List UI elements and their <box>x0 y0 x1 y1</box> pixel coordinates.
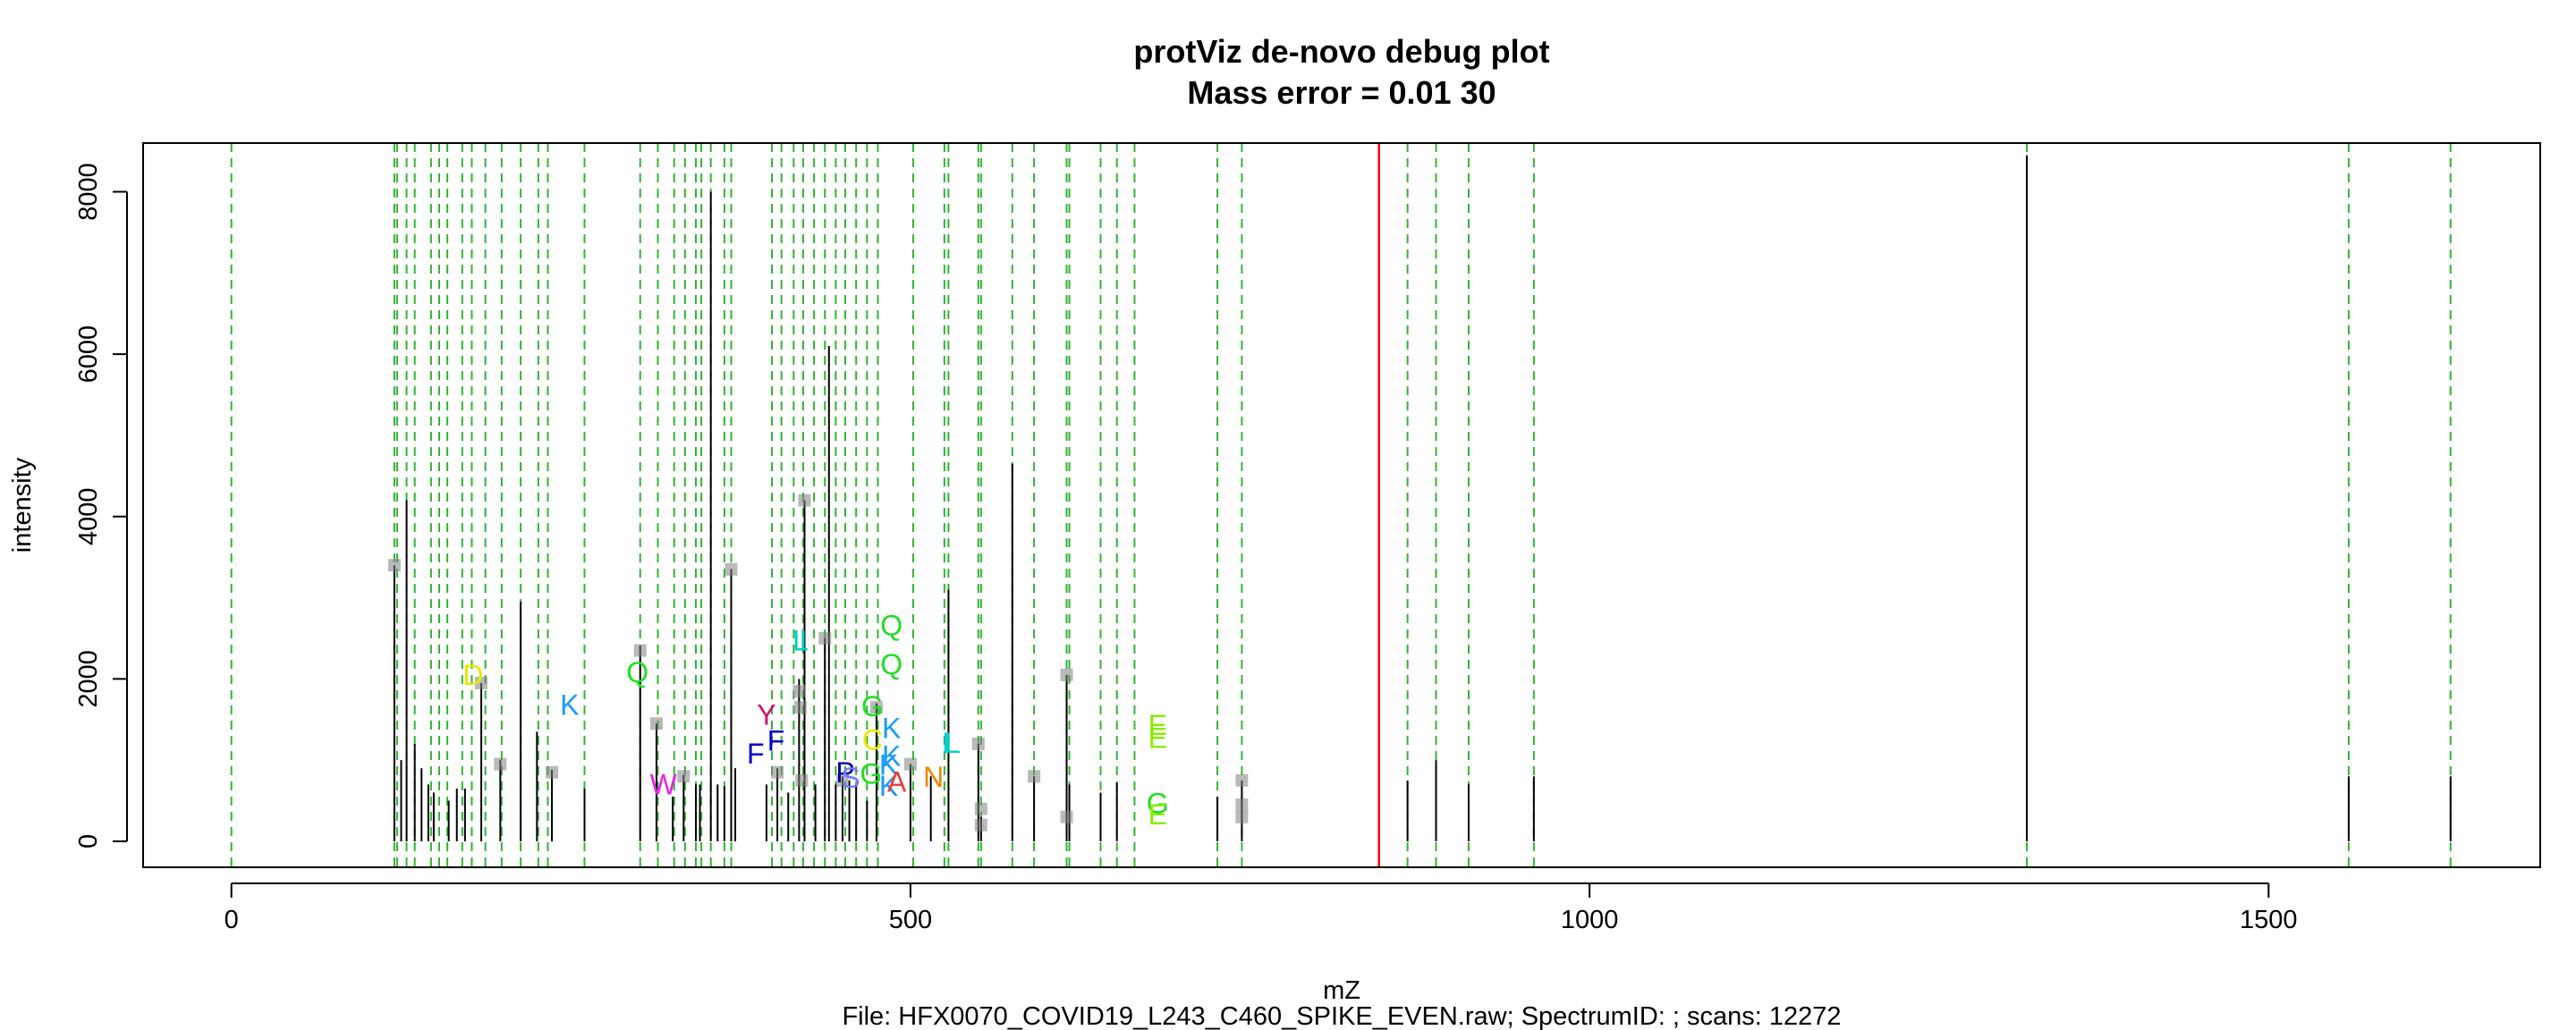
aa-label-19: K <box>879 770 898 802</box>
peak-marker-20 <box>1028 770 1041 783</box>
peak-marker-0 <box>387 559 401 572</box>
peak-marker-9 <box>792 684 806 697</box>
peak-marker-17 <box>971 737 985 750</box>
aa-label-13: C <box>862 723 883 756</box>
peak-marker-18 <box>974 818 987 832</box>
aa-label-16: K <box>882 713 901 745</box>
peak-marker-11 <box>795 773 809 787</box>
aa-label-7: L <box>792 625 809 657</box>
peak-marker-25 <box>1235 810 1249 823</box>
y-tick-label-2: 4000 <box>74 487 103 545</box>
peak-marker-1 <box>475 676 488 689</box>
aa-label-10: S <box>841 762 860 794</box>
ion-lines <box>230 143 2452 867</box>
aa-label-27: E <box>1148 798 1167 831</box>
aa-label-21: N <box>923 761 944 793</box>
peaks <box>393 155 2452 841</box>
chart-title: protViz de-novo debug plot <box>1133 33 1549 70</box>
y-tick-label-0: 0 <box>74 834 103 848</box>
aa-label-4: Y <box>757 698 775 730</box>
aa-label-3: W <box>649 768 677 800</box>
chart-subtitle: Mass error = 0.01 30 <box>1187 74 1496 111</box>
peak-marker-4 <box>633 644 647 657</box>
aa-label-18: K <box>879 749 898 781</box>
aa-label-5: F <box>747 738 765 770</box>
peak-marker-5 <box>649 717 663 730</box>
aa-label-15: Q <box>880 648 902 680</box>
peak-marker-12 <box>798 494 811 507</box>
peak-marker-13 <box>818 631 832 645</box>
aa-label-11: G <box>861 690 884 722</box>
aa-label-23: L <box>945 727 961 759</box>
peak-markers <box>387 494 1249 832</box>
peak-marker-24 <box>1235 798 1249 812</box>
aa-label-2: Q <box>626 656 648 688</box>
y-axis: 0 2000 4000 6000 8000 <box>74 163 128 848</box>
y-tick-label-4: 8000 <box>74 163 103 221</box>
aa-label-24: E <box>1148 709 1167 741</box>
peak-marker-10 <box>793 701 807 714</box>
plot-frame <box>142 142 2541 868</box>
x-axis-label: mZ <box>1323 976 1360 1005</box>
aa-label-26: G <box>1147 787 1169 819</box>
aa-label-14: Q <box>880 609 902 641</box>
aa-label-20: A <box>887 766 907 798</box>
file-caption: File: HFX0070_COVID19_L243_C460_SPIKE_EV… <box>842 1002 1841 1030</box>
aa-label-12: G <box>860 758 882 790</box>
x-tick-label-1: 500 <box>889 906 932 934</box>
aa-label-1: K <box>560 688 579 721</box>
aa-label-9: P <box>835 756 854 789</box>
x-tick-label-0: 0 <box>225 906 239 934</box>
peak-marker-22 <box>1060 810 1073 823</box>
peak-marker-16 <box>903 757 917 771</box>
peak-marker-19 <box>974 802 987 815</box>
peak-marker-14 <box>835 773 849 787</box>
peak-marker-7 <box>724 562 738 576</box>
y-tick-label-3: 6000 <box>74 325 103 384</box>
aa-label-25: E <box>1148 722 1167 755</box>
peak-marker-2 <box>494 757 507 771</box>
peak-marker-21 <box>1060 668 1073 681</box>
aa-label-17: K <box>882 740 901 772</box>
x-axis: 0 500 1000 1500 <box>225 882 2298 934</box>
y-tick-label-1: 2000 <box>74 650 103 708</box>
aa-label-0: D <box>462 659 483 691</box>
aa-label-6: F <box>767 724 785 756</box>
x-tick-label-3: 1500 <box>2240 906 2298 934</box>
peak-marker-23 <box>1235 773 1249 787</box>
x-tick-label-2: 1000 <box>1561 906 1619 934</box>
aa-label-8: I <box>800 625 808 657</box>
aa-label-22: I <box>942 727 950 759</box>
y-axis-label: intensity <box>8 457 37 553</box>
peak-marker-8 <box>771 765 784 779</box>
peak-marker-15 <box>869 701 883 714</box>
peak-marker-3 <box>546 765 559 779</box>
peak-marker-6 <box>677 770 691 783</box>
